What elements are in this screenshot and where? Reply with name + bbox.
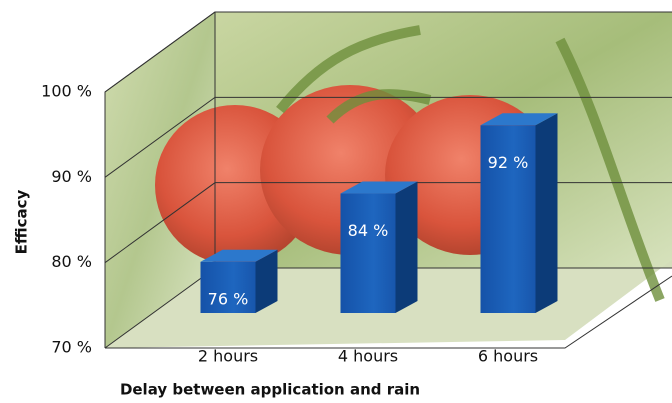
bar-top [480,113,558,126]
bar [200,261,256,313]
grid-line [104,96,672,178]
x-tick-label: 6 hours [478,347,538,366]
frame [105,275,672,349]
bar-side [395,181,418,313]
value-label: 92 % [488,153,529,172]
x-tick-label: 2 hours [198,347,258,366]
y-tick-label: 90 % [51,167,92,186]
bar-top [200,249,278,262]
bar [340,193,396,313]
bar-side [255,249,278,313]
y-axis-title: Efficacy [13,189,31,254]
y-tick-label: 70 % [51,338,92,357]
bar-side [535,113,558,314]
grid-line [104,11,672,93]
y-tick-label: 80 % [51,252,92,271]
x-tick-label: 4 hours [338,347,398,366]
value-label: 84 % [348,221,389,240]
bar-top [340,181,418,194]
x-axis-title: Delay between application and rain [120,381,420,399]
value-label: 76 % [208,289,249,308]
bar [480,125,536,314]
y-tick-label: 100 % [41,82,92,101]
